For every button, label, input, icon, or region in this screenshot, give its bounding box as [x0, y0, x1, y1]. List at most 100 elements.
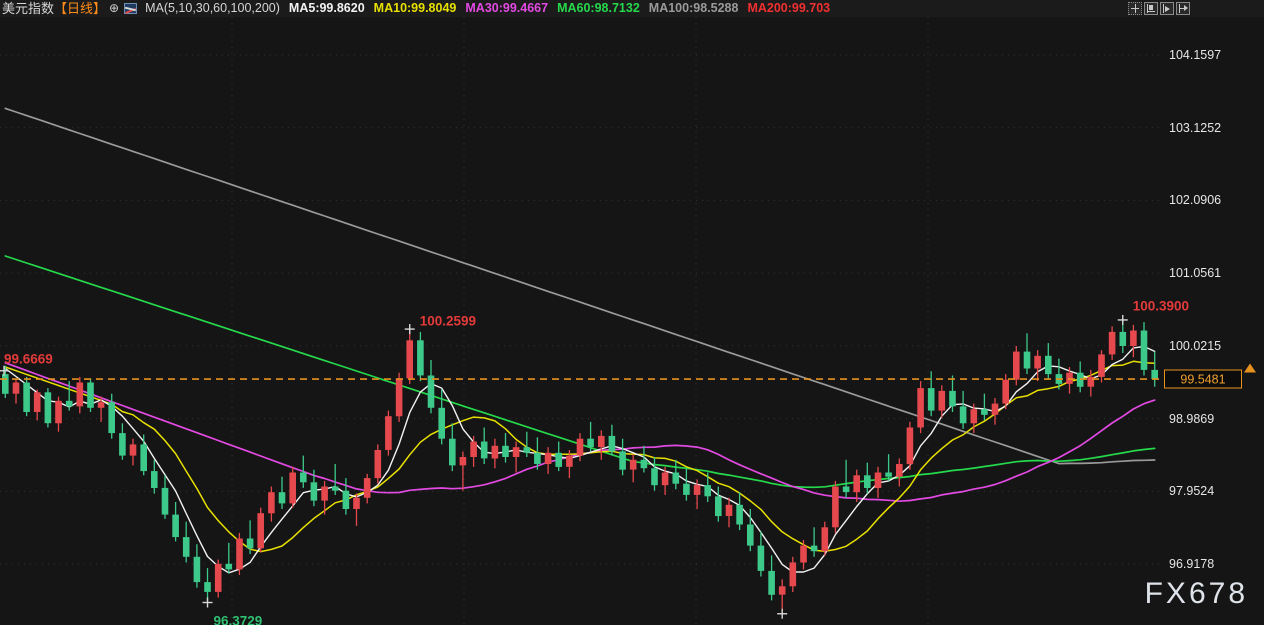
- candle-body: [321, 486, 328, 501]
- candle-body: [289, 472, 296, 504]
- candle-series: [2, 319, 1158, 614]
- axis-tick-label: 104.1597: [1169, 47, 1222, 62]
- candle-body: [917, 388, 924, 428]
- candle-body: [417, 340, 424, 376]
- candle-body: [832, 486, 839, 528]
- candlestick-canvas: [0, 17, 1160, 625]
- candle-body: [842, 486, 850, 493]
- candle-body: [1045, 355, 1052, 375]
- ma100-value: MA100:98.5288: [648, 1, 739, 15]
- candle-body: [172, 514, 179, 538]
- candle-body: [555, 452, 562, 467]
- candle-body: [587, 438, 594, 448]
- candle-body: [225, 563, 233, 570]
- candle-body: [512, 447, 520, 457]
- candle-body: [459, 457, 467, 466]
- candle-body: [87, 382, 94, 408]
- candle-body: [598, 435, 605, 448]
- candle-body: [76, 382, 84, 407]
- axis-tick-label: 97.9524: [1169, 484, 1215, 499]
- candle-body: [119, 433, 126, 456]
- candle-body: [161, 487, 169, 515]
- candle-body: [44, 392, 52, 424]
- align-left-icon[interactable]: [1144, 2, 1158, 15]
- candle-body: [97, 402, 105, 408]
- candle-body: [246, 538, 254, 549]
- current-price-badge[interactable]: 99.5481: [1164, 369, 1242, 389]
- crosshair-tool-icon[interactable]: [1128, 2, 1142, 15]
- candle-body: [1023, 351, 1031, 369]
- candle-body: [342, 490, 350, 509]
- candle-body: [491, 445, 499, 459]
- candlestick-icon[interactable]: [124, 3, 138, 14]
- ma-params-label[interactable]: MA(5,10,30,60,100,200): [145, 1, 280, 15]
- axis-tick-label: 98.9869: [1169, 411, 1215, 426]
- candle-body: [1130, 330, 1137, 346]
- candle-body: [874, 472, 882, 488]
- candle-body: [1087, 376, 1095, 387]
- jump-end-icon[interactable]: [1176, 2, 1190, 15]
- candle-body: [2, 374, 9, 394]
- period-label[interactable]: 【日线】: [54, 1, 107, 16]
- price-axis[interactable]: 104.1597 103.1252 102.0906 101.0561 100.0215…: [1160, 17, 1264, 625]
- candle-body: [1098, 354, 1105, 377]
- candle-body: [800, 545, 807, 563]
- candle-body: [981, 409, 988, 415]
- axis-tick-label: 101.0561: [1169, 266, 1222, 281]
- candle-body: [768, 570, 775, 595]
- crosshair-target-icon[interactable]: ⊕: [109, 1, 120, 15]
- candle-body: [906, 427, 914, 465]
- candle-body: [406, 340, 413, 379]
- candle-body: [885, 472, 892, 477]
- low-label-left: 96.3729: [213, 613, 263, 625]
- candle-body: [619, 451, 626, 470]
- candle-body: [268, 492, 275, 514]
- candle-body: [810, 545, 818, 552]
- candle-body: [331, 486, 339, 491]
- extreme-marker-icon: [1117, 314, 1128, 325]
- axis-tick-label: 102.0906: [1169, 193, 1222, 208]
- candle-body: [55, 400, 62, 424]
- candle-body: [1013, 351, 1020, 380]
- axis-tick-label: 100.0215: [1169, 338, 1222, 353]
- candle-body: [970, 409, 978, 424]
- candle-body: [566, 455, 573, 467]
- candle-body: [693, 485, 701, 495]
- candle-body: [576, 438, 584, 456]
- candle-body: [363, 478, 371, 498]
- candle-body: [257, 513, 264, 549]
- candle-body: [353, 497, 360, 509]
- candle-body: [438, 407, 445, 439]
- moving-average-lines: [4, 107, 1156, 574]
- ma5-value: MA5:99.8620: [288, 1, 365, 15]
- candle-body: [896, 464, 903, 477]
- candle-body: [108, 402, 115, 434]
- candle-body: [991, 403, 999, 415]
- price-arrow-icon: [1244, 363, 1256, 373]
- candle-body: [385, 416, 392, 450]
- candle-body: [204, 582, 211, 592]
- chart-toolbar: [1126, 2, 1190, 15]
- candle-body: [640, 459, 648, 469]
- candle-body: [949, 390, 956, 407]
- play-right-icon[interactable]: [1160, 2, 1174, 15]
- candle-body: [236, 538, 243, 570]
- candle-body: [470, 441, 477, 457]
- candle-body: [310, 482, 318, 501]
- candle-body: [747, 524, 754, 546]
- candle-body: [1140, 330, 1148, 370]
- candle-body: [33, 392, 41, 412]
- candle-body: [927, 388, 935, 411]
- candle-body: [821, 527, 829, 552]
- candle-body: [661, 472, 669, 486]
- candle-body: [1119, 331, 1127, 346]
- candle-body: [12, 382, 20, 394]
- chart-header: 美元指数【日线】 ⊕ MA(5,10,30,60,100,200) MA5:99.86…: [0, 0, 1264, 17]
- ma200-value: MA200:99.703: [747, 1, 831, 15]
- candle-body: [1002, 379, 1009, 404]
- candle-body: [480, 441, 488, 459]
- high-label-right: 100.3900: [1132, 298, 1190, 314]
- candle-body: [853, 475, 860, 493]
